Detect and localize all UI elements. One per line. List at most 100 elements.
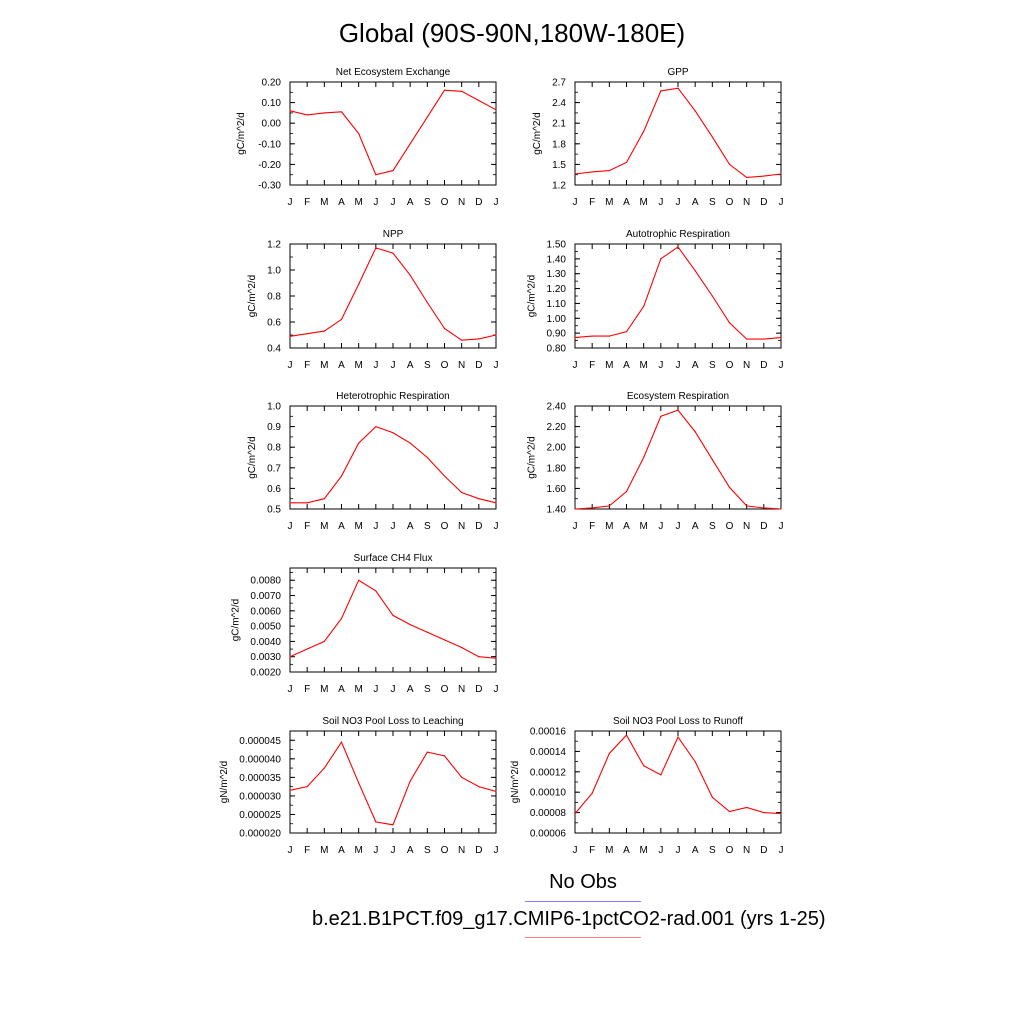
x-tick-label: O <box>726 360 734 371</box>
y-axis-label: gN/m^2/d <box>510 761 521 804</box>
data-point <box>289 502 291 504</box>
x-tick-label: N <box>743 521 750 532</box>
data-point <box>746 806 748 809</box>
y-tick-label: 2.7 <box>552 78 566 89</box>
panel-6: Ecosystem Respiration gC/m^2/d 1.40 1.60 1.8… <box>527 391 784 532</box>
y-tick-label: 1.0 <box>267 266 281 277</box>
plot-frame <box>289 81 497 186</box>
data-point <box>358 442 360 444</box>
y-tick-label: 0.00 <box>262 119 282 130</box>
x-tick-label: M <box>354 360 362 371</box>
data-point <box>660 774 662 776</box>
x-tick-label: O <box>441 360 449 371</box>
x-tick-label: J <box>373 684 378 695</box>
plot-frame <box>289 567 497 673</box>
y-axis-label: gN/m^2/d <box>219 761 230 804</box>
x-tick-label: D <box>760 521 767 532</box>
data-point <box>694 431 696 433</box>
y-tick-label: 1.10 <box>547 299 567 310</box>
x-tick-label: J <box>391 521 396 532</box>
data-point <box>763 175 765 177</box>
data-point <box>660 258 662 260</box>
x-tick-label: J <box>391 845 396 856</box>
data-point <box>643 130 645 133</box>
data-point <box>694 110 696 112</box>
data-point <box>711 136 713 138</box>
series-line <box>289 89 497 176</box>
data-point <box>780 173 782 175</box>
y-tick-label: 0.6 <box>267 484 281 495</box>
x-tick-label: J <box>288 684 293 695</box>
y-tick-label: 0.00008 <box>530 808 567 819</box>
data-point <box>375 426 377 428</box>
y-axis-label: gC/m^2/d <box>527 275 538 318</box>
x-tick-label: M <box>605 197 613 208</box>
plot-frame <box>289 730 497 834</box>
legend-no-obs-label: No Obs <box>549 871 617 893</box>
x-tick-label: J <box>658 845 663 856</box>
y-tick-label: 0.0070 <box>250 591 281 602</box>
data-point <box>660 415 662 417</box>
x-tick-label: J <box>288 197 293 208</box>
data-point <box>780 337 782 339</box>
data-point <box>323 767 325 769</box>
y-tick-label: 1.40 <box>547 254 567 265</box>
data-point <box>728 163 731 165</box>
series-line <box>289 247 497 341</box>
data-point <box>306 502 308 504</box>
panel-9: Soil NO3 Pool Loss to Runoff gN/m^2/d 0.00… <box>510 716 784 856</box>
x-tick-label: M <box>354 197 362 208</box>
x-tick-label: J <box>494 845 499 856</box>
data-point <box>780 813 782 815</box>
data-point <box>677 409 679 411</box>
data-point <box>711 796 713 798</box>
x-tick-label: J <box>779 360 784 371</box>
data-point <box>478 656 480 658</box>
data-point <box>746 505 748 507</box>
data-point <box>625 490 628 493</box>
panel-title: Net Ecosystem Exchange <box>336 67 451 78</box>
y-tick-label: 0.7 <box>267 463 281 474</box>
data-point <box>711 458 713 461</box>
series-line <box>574 734 782 815</box>
y-tick-label: 0.000035 <box>239 773 281 784</box>
data-point <box>694 761 696 763</box>
x-tick-label: M <box>354 521 362 532</box>
x-tick-label: D <box>475 197 482 208</box>
y-tick-label: 0.00006 <box>530 829 567 840</box>
panel-title: Soil NO3 Pool Loss to Runoff <box>613 716 743 727</box>
data-point <box>495 657 497 659</box>
data-point <box>461 776 463 778</box>
y-tick-label: 0.90 <box>547 329 567 340</box>
data-point <box>392 614 394 617</box>
x-tick-label: J <box>658 197 663 208</box>
x-tick-label: A <box>338 521 345 532</box>
legend-no-obs-line <box>525 901 641 902</box>
data-point <box>643 305 645 307</box>
x-tick-label: S <box>709 521 716 532</box>
data-point <box>574 508 576 510</box>
x-tick-label: N <box>458 521 465 532</box>
x-tick-label: M <box>639 845 647 856</box>
x-tick-label: F <box>589 521 595 532</box>
y-tick-label: 2.20 <box>547 422 567 433</box>
data-point <box>392 169 394 172</box>
data-point <box>323 498 325 500</box>
data-point <box>443 475 446 477</box>
x-tick-label: D <box>475 684 482 695</box>
data-point <box>409 442 411 444</box>
data-point <box>728 810 731 813</box>
data-point <box>426 631 428 633</box>
data-point <box>289 789 291 791</box>
y-tick-label: 0.000025 <box>239 810 281 821</box>
data-point <box>461 339 463 341</box>
x-tick-label: J <box>676 360 681 371</box>
panel-7: Surface CH4 Flux gC/m^2/d 0.0020 0.0030 0.00… <box>230 553 498 695</box>
data-point <box>660 90 662 92</box>
data-point <box>289 110 291 112</box>
data-point <box>306 333 308 335</box>
data-point <box>392 432 394 434</box>
y-axis-label: gC/m^2/d <box>230 599 241 642</box>
data-point <box>495 334 497 336</box>
x-tick-label: M <box>320 521 328 532</box>
